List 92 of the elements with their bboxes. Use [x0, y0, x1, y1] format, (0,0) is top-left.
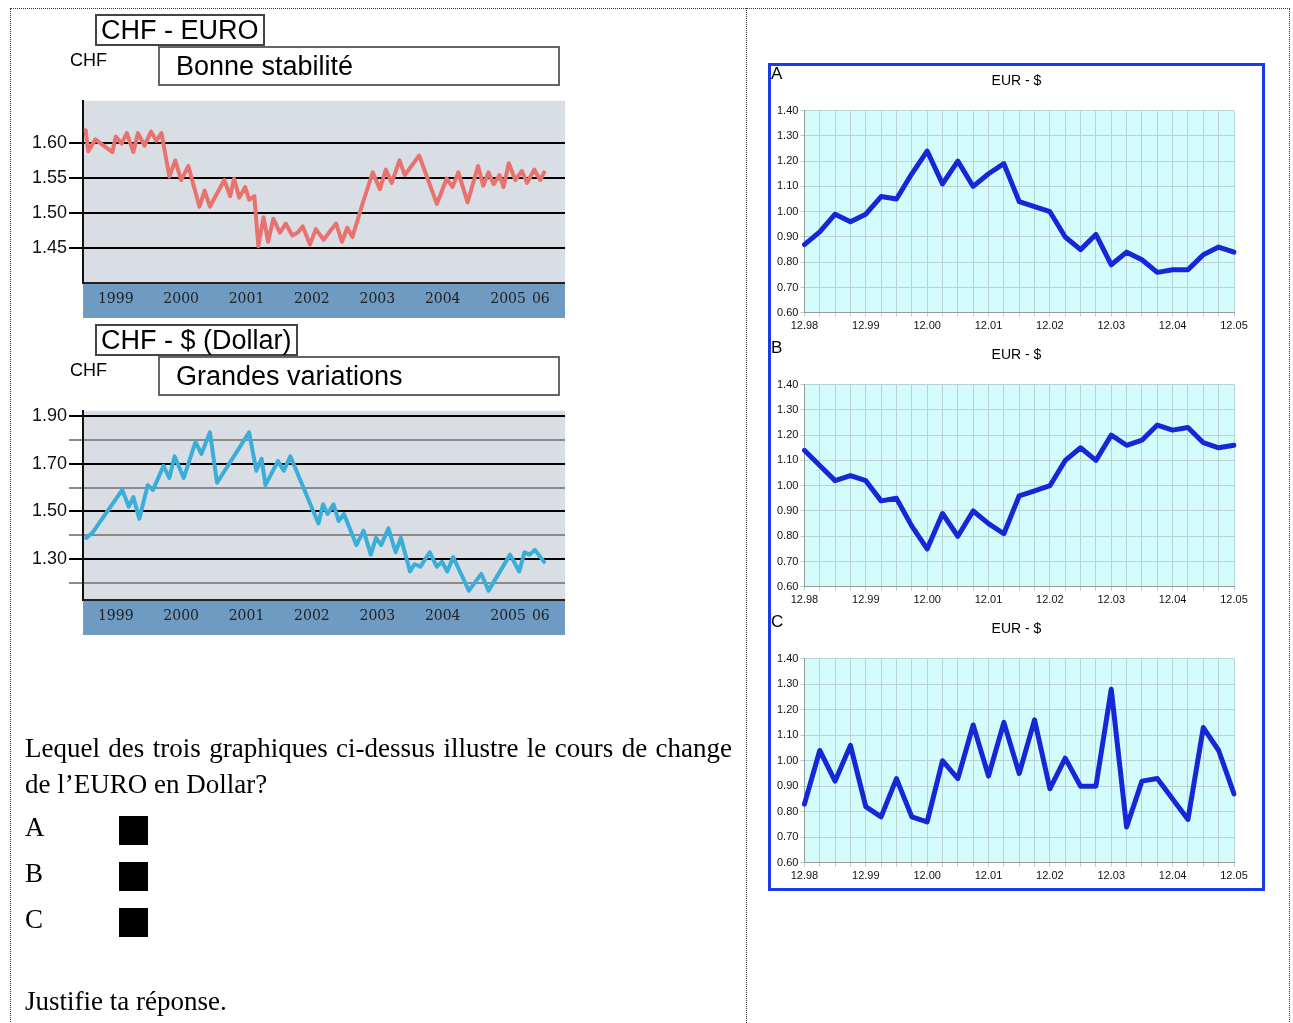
y-tick-label: 0.60: [776, 855, 799, 868]
x-tick-label: 1999: [97, 290, 134, 307]
x-tick-label: 12.03: [1097, 593, 1126, 606]
x-tick-label: 2001: [228, 607, 265, 624]
y-axis-title: CHF: [66, 358, 111, 383]
x-tick-label: 12.00: [913, 319, 941, 332]
x-tick-label: 12.99: [852, 869, 880, 882]
x-tick-label: 2002: [294, 290, 330, 307]
text: B: [25, 858, 44, 889]
x-tick-label: 06: [531, 290, 550, 307]
y-tick-label: 1.40: [776, 377, 799, 390]
x-tick-label: 1999: [97, 607, 134, 624]
y-axis-title: CHF: [66, 48, 111, 73]
y-tick-label: 1.10: [776, 453, 799, 466]
x-tick-label: 2001: [228, 290, 265, 307]
y-tick-label: 1.50: [31, 500, 68, 521]
y-tick-label: 0.70: [776, 554, 799, 567]
x-tick-label: 12.04: [1158, 593, 1187, 606]
text: Justifie ta réponse.: [25, 986, 227, 1017]
x-tick-label: 2004: [424, 290, 461, 307]
x-tick-label: 12.04: [1158, 869, 1187, 882]
y-tick-label: 1.30: [776, 402, 799, 415]
x-tick-label: 12.05: [1220, 869, 1248, 882]
y-tick-label: 1.40: [776, 103, 799, 116]
y-tick-label: 1.50: [31, 202, 68, 223]
y-tick-label: 0.60: [776, 579, 799, 592]
y-tick-label: 1.30: [31, 548, 68, 569]
y-tick-label: 0.90: [776, 779, 799, 792]
x-tick-label: 12.99: [852, 593, 880, 606]
x-tick-label: 12.00: [913, 869, 941, 882]
x-tick-label: 12.99: [852, 319, 880, 332]
x-tick-label: 2003: [359, 290, 396, 307]
y-tick-label: 1.30: [776, 677, 799, 690]
x-tick-label: 12.01: [974, 319, 1003, 332]
y-tick-label: 0.80: [776, 255, 799, 268]
x-tick-label: 2004: [424, 607, 461, 624]
y-tick-label: 1.45: [31, 237, 68, 258]
y-tick-label: 1.20: [776, 154, 799, 167]
y-tick-label: 0.80: [776, 804, 799, 817]
x-tick-label: 12.04: [1158, 319, 1187, 332]
chart-title: EUR - $: [991, 620, 1042, 636]
text: C: [25, 904, 44, 935]
y-tick-label: 0.90: [776, 504, 799, 517]
x-tick-label: 12.00: [913, 593, 941, 606]
chart-title: CHF - EURO: [95, 14, 265, 46]
text: A: [771, 64, 783, 84]
y-tick-label: 0.70: [776, 280, 799, 293]
x-tick-label: 12.02: [1036, 869, 1064, 882]
chart-subtitle: Grandes variations: [158, 356, 560, 396]
chart-subtitle: Bonne stabilité: [158, 46, 560, 86]
text: Lequel des trois graphiques ci-dessus illustre le cours de change de l’EURO en Dollar?: [25, 732, 732, 801]
y-tick-label: 1.10: [776, 179, 799, 192]
y-tick-label: 1.70: [31, 452, 68, 473]
y-tick-label: 1.55: [31, 166, 68, 187]
x-tick-label: 12.02: [1036, 593, 1064, 606]
y-tick-label: 1.10: [776, 728, 799, 741]
x-tick-label: 2002: [294, 607, 330, 624]
x-tick-label: 12.02: [1036, 319, 1064, 332]
chart-title: EUR - $: [991, 346, 1042, 362]
y-tick-label: 0.70: [776, 830, 799, 843]
x-tick-label: 12.01: [974, 869, 1003, 882]
y-tick-label: 0.80: [776, 529, 799, 542]
y-tick-label: 1.60: [31, 131, 68, 152]
y-tick-label: 1.20: [776, 702, 799, 715]
x-tick-label: 2005: [490, 290, 526, 307]
text: B: [771, 338, 783, 358]
chart-title: EUR - $: [991, 72, 1042, 88]
y-tick-label: 1.40: [776, 651, 799, 664]
x-tick-label: 2003: [359, 607, 396, 624]
x-tick-label: 2000: [163, 607, 199, 624]
y-tick-label: 1.30: [776, 128, 799, 141]
x-tick-label: 2005: [490, 607, 526, 624]
x-tick-label: 12.98: [790, 593, 819, 606]
text: C: [771, 612, 784, 632]
chart-title: CHF - $ (Dollar): [95, 324, 298, 356]
x-tick-label: 12.03: [1097, 869, 1126, 882]
x-tick-label: 12.01: [974, 593, 1003, 606]
x-tick-label: 12.98: [790, 319, 819, 332]
y-tick-label: 1.90: [31, 404, 68, 425]
x-tick-label: 2000: [163, 290, 199, 307]
x-tick-label: 12.05: [1220, 593, 1248, 606]
text: A: [25, 812, 45, 843]
y-tick-label: 1.00: [776, 478, 799, 491]
x-tick-label: 12.05: [1220, 319, 1248, 332]
x-tick-label: 12.98: [790, 869, 819, 882]
y-tick-label: 0.90: [776, 230, 799, 243]
y-tick-label: 1.00: [776, 204, 799, 217]
y-tick-label: 1.20: [776, 428, 799, 441]
y-tick-label: 0.60: [776, 305, 799, 318]
y-tick-label: 1.00: [776, 753, 799, 766]
x-tick-label: 06: [531, 607, 550, 624]
x-tick-label: 12.03: [1097, 319, 1126, 332]
